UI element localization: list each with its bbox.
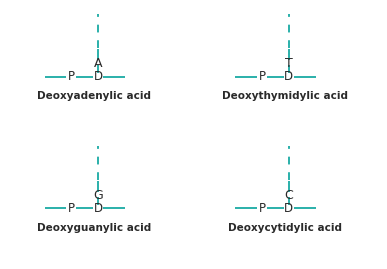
- Text: P: P: [68, 70, 75, 83]
- Text: Deoxycytidylic acid: Deoxycytidylic acid: [228, 223, 342, 233]
- Text: Deoxyadenylic acid: Deoxyadenylic acid: [37, 91, 151, 101]
- Text: P: P: [259, 202, 265, 215]
- Text: G: G: [93, 189, 103, 201]
- Text: D: D: [94, 70, 103, 83]
- Text: P: P: [259, 70, 265, 83]
- Text: D: D: [284, 202, 293, 215]
- Text: D: D: [94, 202, 103, 215]
- Text: T: T: [285, 57, 293, 70]
- Text: C: C: [284, 189, 293, 201]
- Text: P: P: [68, 202, 75, 215]
- Text: Deoxythymidylic acid: Deoxythymidylic acid: [222, 91, 348, 101]
- Text: A: A: [94, 57, 103, 70]
- Text: D: D: [284, 70, 293, 83]
- Text: Deoxyguanylic acid: Deoxyguanylic acid: [37, 223, 151, 233]
